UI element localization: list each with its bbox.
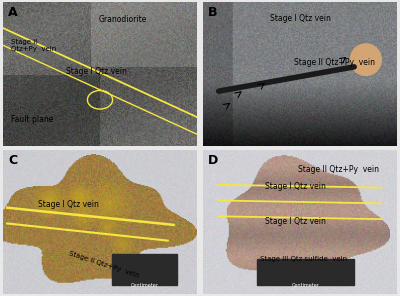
Text: D: D (208, 154, 218, 167)
Text: Stage II
Qtz+Py  vein: Stage II Qtz+Py vein (11, 39, 56, 52)
Text: Stage I Qtz vein: Stage I Qtz vein (265, 182, 326, 191)
Bar (258, 259, 354, 285)
Text: Stage I Qtz vein: Stage I Qtz vein (66, 67, 126, 76)
Text: Stage III Qtz sulfide  vein: Stage III Qtz sulfide vein (260, 256, 348, 262)
Text: Centimeter: Centimeter (130, 283, 158, 288)
Ellipse shape (350, 44, 381, 75)
Text: C: C (8, 154, 17, 167)
Text: B: B (208, 6, 218, 19)
Text: Stage II Qtz+Py  vein: Stage II Qtz+Py vein (298, 165, 379, 174)
Text: Stage II Qtz+Py  vein: Stage II Qtz+Py vein (294, 58, 375, 67)
Text: Granodiorite: Granodiorite (99, 15, 148, 24)
Text: Stage II Qtz+Py  vein: Stage II Qtz+Py vein (68, 251, 140, 279)
Text: A: A (8, 6, 18, 19)
Text: Fault plane: Fault plane (11, 115, 53, 124)
Text: Centimeter: Centimeter (292, 283, 320, 288)
Text: Stage I Qtz vein: Stage I Qtz vein (38, 200, 99, 209)
Text: Stage I Qtz vein: Stage I Qtz vein (265, 218, 326, 226)
Text: Stage I Qtz vein: Stage I Qtz vein (270, 14, 330, 23)
Bar (112, 253, 178, 285)
